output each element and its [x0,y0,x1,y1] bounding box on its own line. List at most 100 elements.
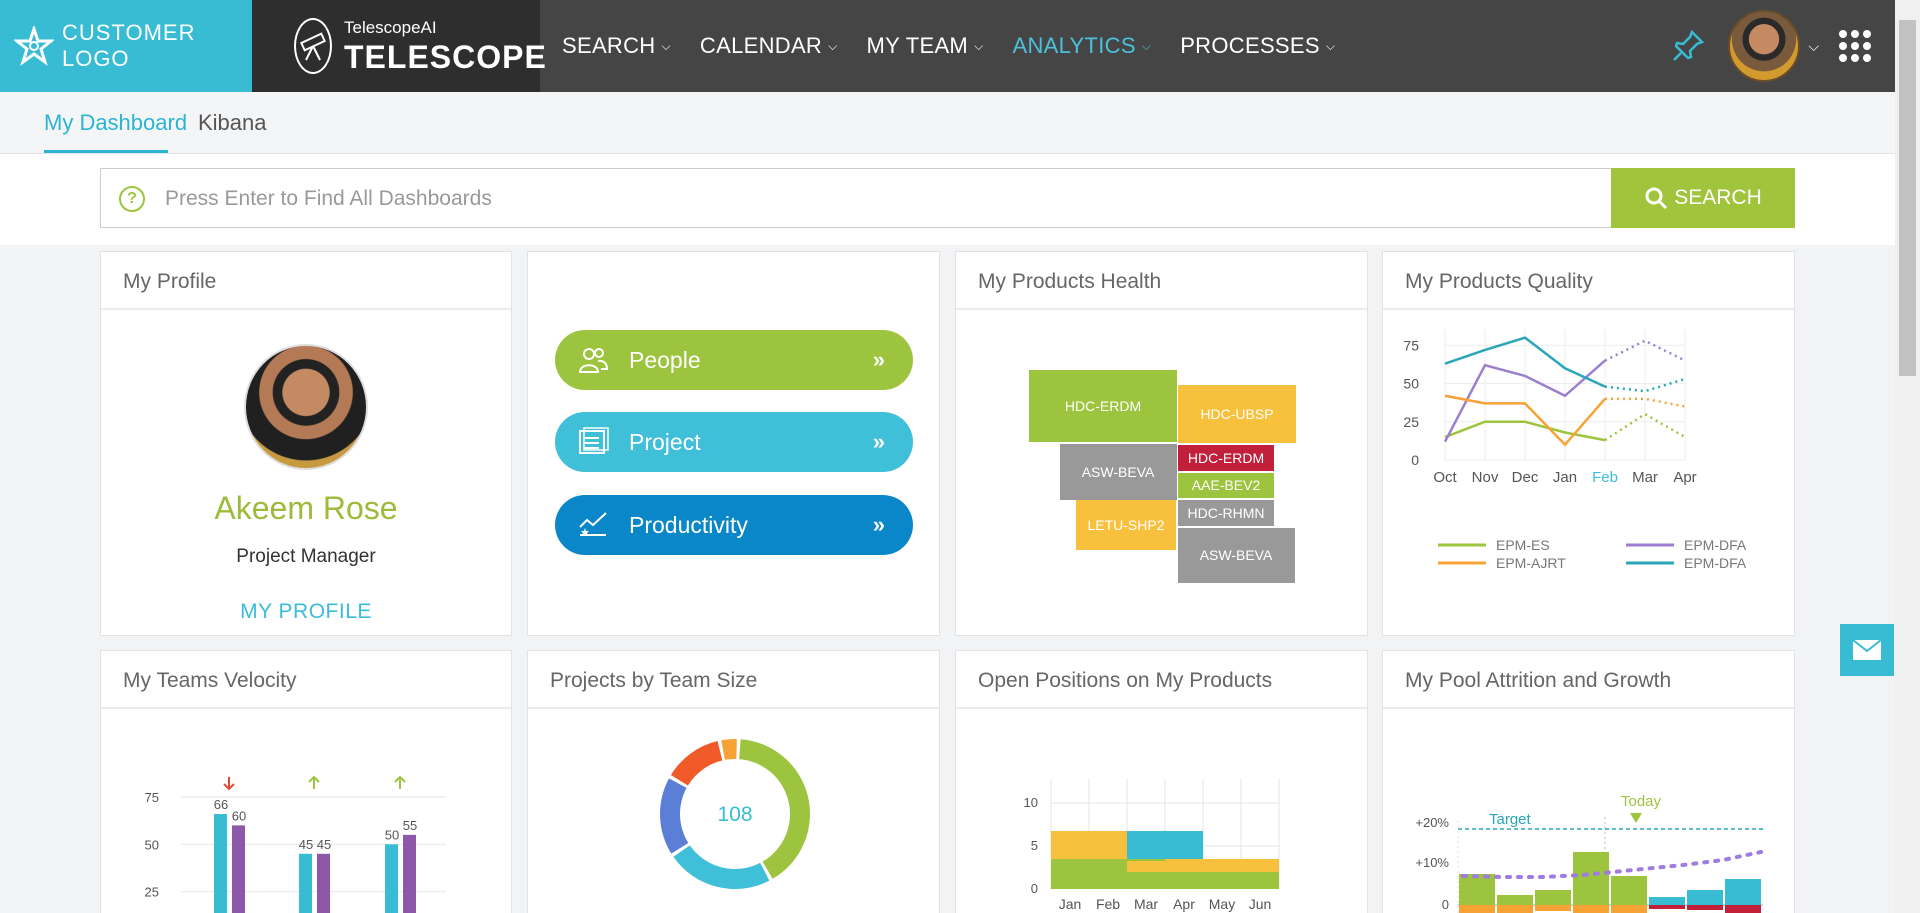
arrow-up-icon [308,775,320,789]
y-tick-label: 75 [1403,337,1419,353]
health-tile[interactable] [1178,445,1274,471]
growth-bar [1649,897,1685,905]
top-navbar: CUSTOMER LOGO TelescopeAI TELESCOPE SEAR… [0,0,1895,92]
tile-label: LETU-SHP2 [1087,517,1164,533]
people-icon [578,348,609,373]
area-band [1051,859,1127,872]
my-profile-link[interactable]: MY PROFILE [240,600,372,623]
main-nav: SEARCH ⌵ CALENDAR ⌵ MY TEAM ⌵ ANALYTICS ⌵ PR… [562,0,1364,92]
donut-slice[interactable] [670,741,723,786]
attrition-bar [1497,905,1533,913]
nav-analytics[interactable]: ANALYTICS ⌵ [1012,33,1152,58]
growth-bar [1573,852,1609,905]
telescope-icon [294,18,332,74]
health-tile[interactable] [1178,500,1274,526]
target-label: Target [1489,811,1532,828]
card-products-health: My Products Health HDC-ERDM HDC-UBSP ASW… [955,251,1368,636]
series-line [1443,359,1606,443]
growth-bar [1611,876,1647,905]
customer-logo[interactable]: CUSTOMER LOGO [0,0,270,92]
attrition-bar [1611,905,1647,913]
health-tile[interactable] [1178,473,1274,498]
active-tab-indicator [44,150,168,153]
teams-velocity-chart: 25 50 75 66 60 45 45 50 55 [145,775,446,913]
card-pool-attrition: My Pool Attrition and Growth Today Targe… [1382,650,1795,913]
arrow-up-icon [394,775,406,789]
card-products-quality: My Products Quality Oct Nov Dec Jan Feb Mar Ap… [1382,251,1795,636]
card-title: Open Positions on My Products [956,651,1367,709]
donut-slice[interactable] [739,739,810,879]
series-line [1444,394,1606,447]
attrition-bar [1649,905,1685,909]
bar-value-label: 45 [317,837,331,852]
pin-icon[interactable] [1670,28,1706,64]
donut-slice[interactable] [673,845,770,889]
y-tick-label: 75 [145,790,159,805]
x-tick-label: Apr [1673,469,1696,486]
card-title: My Products Quality [1383,252,1794,310]
card-title: My Teams Velocity [101,651,511,709]
donut-slice[interactable] [721,739,737,760]
nav-calendar[interactable]: CALENDAR ⌵ [699,33,838,58]
series-line-forecast [1605,397,1686,408]
double-chevron-icon: » [872,347,885,372]
double-chevron-icon: » [872,512,885,537]
y-tick-label: 50 [145,837,159,852]
people-button[interactable]: People» [555,330,913,390]
feedback-mail-button[interactable] [1840,624,1894,676]
health-tile[interactable] [1029,370,1177,442]
pool-attrition-chart: Today Target +20% +10% 0 [1415,793,1763,913]
search-button[interactable]: SEARCH [1611,168,1795,228]
donut-slice[interactable] [660,778,689,854]
attrition-bar [1459,905,1495,913]
products-quality-chart: Oct Nov Dec Jan Feb Mar Apr 0 25 50 75 EPM-ES EPM-DF… [1403,330,1747,571]
tab-my-dashboard[interactable]: My Dashboard [44,110,188,135]
chevron-down-icon: ⌵ [1325,38,1336,53]
nav-my-team[interactable]: MY TEAM ⌵ [866,33,984,58]
attrition-bar [1687,905,1723,910]
y-tick-label: 10 [1024,795,1038,810]
x-tick-label: Oct [1433,469,1457,486]
series-line [1444,420,1606,442]
productivity-button[interactable]: Productivity» [555,495,913,555]
x-tick-label: Dec [1512,469,1539,486]
nav-processes[interactable]: PROCESSES ⌵ [1180,33,1336,58]
mail-icon [1852,639,1882,660]
area-band [1127,831,1203,859]
bar-value-label: 66 [214,797,228,812]
y-tick-label: 50 [1403,376,1419,392]
nav-search[interactable]: SEARCH ⌵ [562,33,671,58]
scrollbar-thumb[interactable] [1899,20,1916,376]
page-scrollbar[interactable] [1895,0,1920,913]
user-avatar[interactable] [1728,10,1801,82]
tab-kibana[interactable]: Kibana [198,110,267,135]
legend-label: EPM-AJRT [1496,555,1566,571]
telescope-logo[interactable]: TelescopeAI TELESCOPE [252,0,546,92]
y-tick-label: +10% [1415,855,1449,870]
health-tile[interactable] [1060,444,1177,500]
chevron-down-icon: ⌵ [1141,38,1152,53]
tile-label: HDC-ERDM [1188,450,1264,466]
health-tile[interactable] [1178,528,1295,583]
area-band [1051,831,1127,859]
chevron-down-icon[interactable]: ⌵ [1808,37,1819,54]
y-tick-label: 0 [1411,452,1419,468]
series-line-forecast [1604,412,1686,442]
bar-value-label: 45 [299,837,313,852]
today-marker-icon [1630,813,1642,823]
bar-value-label: 50 [385,827,399,842]
health-tile[interactable] [1076,500,1176,550]
help-icon[interactable]: ? [119,186,145,212]
apps-grid-icon[interactable] [1837,28,1873,64]
x-tick-label: May [1209,896,1235,912]
open-positions-chart: 10 5 0 Jan Feb Mar Apr May Jun [1024,779,1280,912]
search-placeholder: Press Enter to Find All Dashboards [165,187,492,210]
products-health-treemap: HDC-ERDM HDC-UBSP ASW-BEVA HDC-ERDM AAE-… [1029,370,1296,583]
search-input[interactable]: ? Press Enter to Find All Dashboards [100,168,1612,228]
project-button[interactable]: Project» [555,412,913,472]
tile-label: HDC-ERDM [1065,398,1141,414]
chevron-down-icon: ⌵ [661,38,671,53]
tile-label: ASW-BEVA [1082,464,1155,480]
health-tile[interactable] [1178,385,1296,443]
bar-value-label: 60 [232,808,246,823]
